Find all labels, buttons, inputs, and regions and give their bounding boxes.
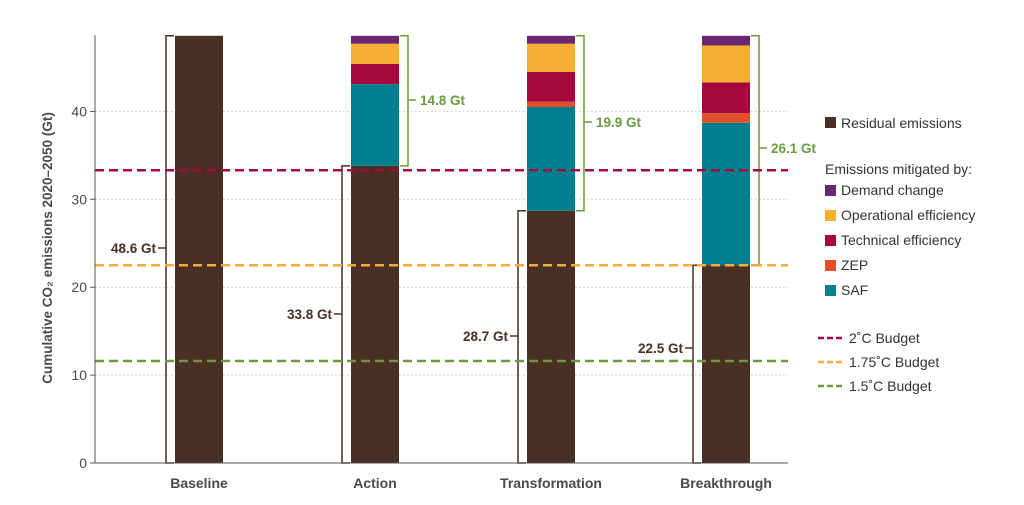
legend-label-operational-efficiency: Operational efficiency [841, 207, 975, 223]
mitigation-label-action: 14.8 Gt [420, 93, 466, 108]
residual-bracket-baseline [165, 35, 174, 464]
bars [175, 35, 750, 463]
bar-breakthrough-operational-efficiency [702, 45, 750, 83]
legend-swatch-technical-efficiency [825, 235, 836, 246]
bar-transformation-technical-efficiency [527, 71, 575, 102]
bar-breakthrough-technical-efficiency [702, 82, 750, 114]
mitigation-bracket-breakthrough [751, 35, 760, 266]
legend-swatch-demand-change [825, 185, 836, 196]
x-tick-label-transformation: Transformation [500, 475, 602, 491]
bar-transformation-operational-efficiency [527, 43, 575, 72]
residual-bracket-action [341, 165, 350, 464]
mitigation-label-transformation: 19.9 Gt [596, 115, 642, 130]
x-tick-label-baseline: Baseline [170, 475, 228, 491]
bar-transformation-saf [527, 107, 575, 211]
axes: 0 10 20 30 40 Baseline Action Transformation Bre… [71, 35, 788, 491]
legend-swatch-zep [825, 260, 836, 271]
mitigation-bracket-transformation [576, 35, 585, 212]
bar-breakthrough-zep [702, 113, 750, 123]
mitigation-bracket-action [400, 35, 409, 167]
legend-budget-label-0: 2˚C Budget [849, 330, 920, 346]
legend-swatch-residual [825, 117, 836, 128]
legend: Residual emissions Emissions mitigated by… [818, 115, 975, 394]
y-tick-label-40: 40 [71, 103, 87, 119]
bar-transformation-demand-change [527, 35, 575, 44]
y-tick-label-20: 20 [71, 279, 87, 295]
x-tick-label-action: Action [353, 475, 397, 491]
legend-swatch-operational-efficiency [825, 210, 836, 221]
bar-action-saf [351, 84, 399, 166]
bar-baseline-residual-emissions [175, 35, 223, 463]
legend-swatch-saf [825, 285, 836, 296]
bar-breakthrough-saf [702, 122, 750, 266]
residual-bracket-breakthrough [692, 264, 701, 464]
y-tick-label-30: 30 [71, 191, 87, 207]
bar-breakthrough-residual-emissions [702, 265, 750, 463]
legend-label-residual: Residual emissions [841, 115, 962, 131]
bar-transformation-residual-emissions [527, 210, 575, 463]
mitigation-label-breakthrough: 26.1 Gt [771, 141, 817, 156]
bar-action-operational-efficiency [351, 43, 399, 64]
bar-transformation-zep [527, 101, 575, 108]
residual-bracket-transformation [517, 209, 526, 464]
residual-label-action: 33.8 Gt [287, 307, 333, 322]
y-tick-label-0: 0 [79, 455, 87, 471]
legend-heading: Emissions mitigated by: [825, 161, 972, 177]
residual-label-baseline: 48.6 Gt [111, 241, 157, 256]
x-tick-label-breakthrough: Breakthrough [680, 475, 772, 491]
bar-action-demand-change [351, 35, 399, 44]
bar-action-technical-efficiency [351, 63, 399, 85]
legend-label-technical-efficiency: Technical efficiency [841, 232, 961, 248]
residual-label-transformation: 28.7 Gt [463, 329, 509, 344]
legend-budget-label-2: 1.5˚C Budget [849, 378, 932, 394]
y-axis-label: Cumulative CO₂ emissions 2020–2050 (Gt) [40, 112, 55, 384]
legend-budget-label-1: 1.75˚C Budget [849, 354, 939, 370]
legend-label-demand-change: Demand change [841, 182, 944, 198]
residual-label-breakthrough: 22.5 Gt [638, 341, 684, 356]
legend-label-zep: ZEP [841, 257, 868, 273]
bar-breakthrough-demand-change [702, 35, 750, 46]
y-tick-label-10: 10 [71, 367, 87, 383]
bar-action-residual-emissions [351, 165, 399, 463]
budget-lines [95, 169, 788, 363]
value-labels: 48.6 Gt 33.8 Gt 14.8 Gt 28.7 Gt 19.9 Gt 22.5 … [111, 93, 817, 356]
legend-label-saf: SAF [841, 282, 868, 298]
gridlines [95, 110, 788, 376]
